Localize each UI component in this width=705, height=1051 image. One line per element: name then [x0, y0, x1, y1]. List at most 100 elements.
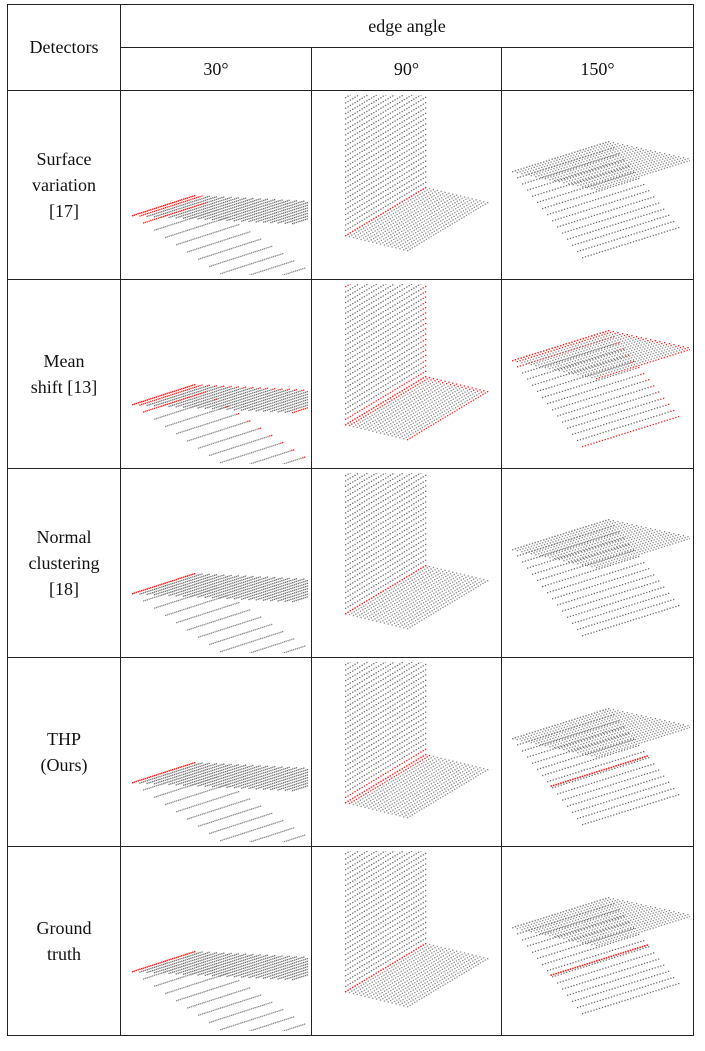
cloud-point — [459, 211, 462, 213]
cloud-point — [592, 163, 594, 165]
cloud-point — [221, 199, 223, 202]
cloud-point — [598, 146, 600, 148]
cloud-point — [462, 210, 464, 212]
cloud-point — [400, 211, 403, 213]
cloud-point — [306, 212, 308, 215]
cloud-point — [562, 177, 564, 179]
cloud-point — [199, 406, 201, 408]
cloud-point — [603, 219, 606, 221]
cloud-point — [261, 392, 263, 394]
cloud-point — [580, 173, 583, 176]
cloud-point — [561, 157, 563, 160]
cloud-point — [566, 207, 568, 210]
cloud-point — [188, 215, 190, 218]
cloud-point — [227, 227, 229, 229]
edge-point — [192, 198, 194, 200]
edge-point — [161, 397, 163, 399]
cloud-point — [193, 211, 196, 213]
cloud-point — [351, 114, 353, 116]
cloud-point — [188, 404, 190, 407]
cloud-point — [398, 165, 400, 167]
cloud-point — [217, 403, 219, 405]
cloud-point — [581, 171, 583, 173]
cloud-point — [372, 127, 374, 130]
cloud-point — [637, 216, 639, 218]
cloud-point — [408, 222, 410, 224]
cloud-point — [263, 397, 265, 399]
cloud-point — [386, 103, 389, 105]
cloud-point — [667, 164, 669, 166]
cloud-point — [266, 406, 268, 408]
cloud-point — [268, 208, 270, 211]
cloud-point — [241, 217, 243, 219]
cloud-point — [593, 167, 595, 169]
edge-point — [183, 198, 185, 200]
cloud-point — [148, 404, 150, 406]
cloud-point — [184, 217, 186, 219]
edge-point — [144, 221, 147, 223]
cloud-point — [230, 202, 232, 204]
edge-point — [181, 388, 183, 390]
cloud-point — [216, 220, 218, 222]
cloud-point — [594, 176, 597, 179]
cloud-point — [164, 212, 167, 214]
cloud-point — [593, 145, 595, 147]
cloud-point — [233, 220, 236, 222]
cloud-point — [304, 218, 307, 221]
cloud-point — [213, 404, 216, 406]
cloud-point — [551, 163, 554, 165]
cloud-point — [601, 165, 603, 167]
cloud-point — [153, 213, 156, 215]
cloud-point — [228, 237, 231, 239]
cloud-point — [395, 237, 397, 239]
cloud-point — [358, 162, 360, 165]
cloud-point — [389, 214, 392, 216]
cloud-point — [192, 201, 194, 203]
cloud-point — [594, 157, 596, 159]
cloud-point — [361, 140, 363, 142]
cloud-point — [408, 248, 411, 250]
cloud-point — [598, 182, 600, 184]
cloud-point — [569, 162, 571, 164]
cloud-point — [252, 216, 254, 219]
cloud-point — [234, 246, 236, 248]
cloud-point — [181, 404, 183, 406]
cloud-point — [297, 402, 299, 404]
cloud-point — [530, 175, 532, 177]
cloud-point — [276, 265, 278, 267]
cloud-point — [403, 245, 405, 247]
cloud-point — [401, 190, 403, 192]
cloud-point — [625, 162, 627, 164]
cloud-point — [393, 104, 396, 106]
cloud-point — [598, 151, 601, 153]
cloud-point — [270, 202, 272, 205]
edge-point — [141, 212, 143, 214]
cloud-point — [274, 266, 277, 268]
cloud-point — [293, 219, 296, 221]
cloud-point — [237, 399, 239, 402]
cloud-point — [419, 184, 422, 186]
cloud-point — [358, 194, 360, 196]
cloud-point — [257, 198, 259, 201]
cloud-point — [241, 404, 243, 406]
cloud-point — [584, 155, 587, 157]
cloud-point — [607, 148, 609, 150]
cloud-point — [516, 177, 518, 179]
edge-point — [250, 387, 252, 389]
cloud-point — [664, 165, 666, 167]
cloud-point — [463, 216, 465, 218]
cloud-point — [599, 148, 602, 150]
cloud-point — [389, 234, 391, 236]
cloud-point — [344, 128, 346, 131]
cloud-point — [244, 211, 247, 213]
cloud-point — [266, 198, 268, 200]
cloud-point — [624, 150, 626, 152]
edge-point — [175, 211, 178, 213]
cloud-point — [349, 141, 351, 144]
edge-point — [159, 206, 161, 208]
cloud-point — [653, 153, 655, 156]
cloud-point — [232, 398, 234, 401]
cloud-point — [223, 401, 225, 404]
cloud-point — [646, 206, 648, 208]
cloud-point — [277, 214, 279, 216]
